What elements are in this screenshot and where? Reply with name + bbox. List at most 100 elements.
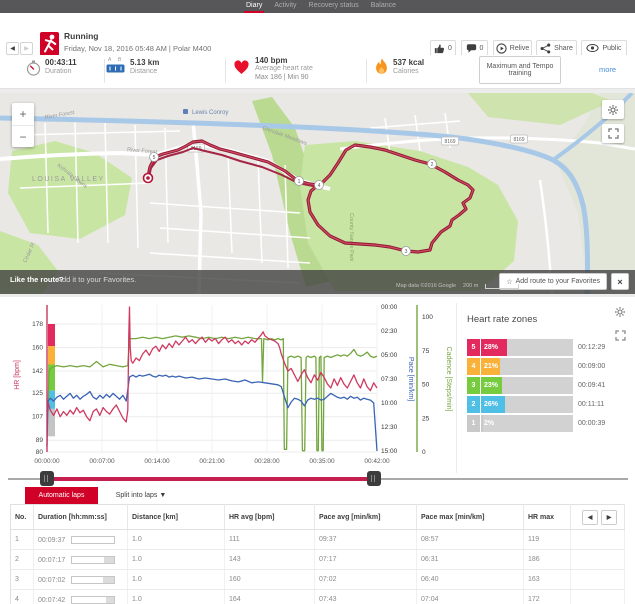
banner-lead-text: Like the route? — [10, 275, 64, 284]
laps-prev-button[interactable]: ◀ — [582, 509, 598, 525]
map-scale-bar — [485, 283, 520, 289]
nav-tabs: Diary Activity Recovery status Balance — [0, 0, 635, 13]
route-markers: 5 1 4 2 3 — [142, 152, 437, 256]
tab-automatic-laps[interactable]: Automatic laps — [25, 487, 98, 504]
lap-row-4[interactable]: 4 00:07:42 1.0 164 07:43 07:04 172 — [10, 589, 625, 604]
like-count: 0 — [448, 44, 452, 52]
share-label: Share — [554, 44, 573, 52]
public-visibility-button[interactable]: Public — [581, 40, 627, 56]
lap-hr-max: 172 — [523, 589, 571, 604]
route-map[interactable]: 8169 8169 8169 River Forest Lewis Conroy Gle… — [0, 93, 635, 294]
zone-bar: 28% — [481, 339, 573, 356]
expand-icon — [614, 329, 626, 341]
zone-bar: 23% — [481, 377, 573, 394]
lap-empty-cell — [570, 589, 625, 604]
nav-tab-activity[interactable]: Activity — [274, 2, 297, 9]
zones-fullscreen-button[interactable] — [612, 328, 628, 342]
lap-row-3[interactable]: 3 00:07:02 1.0 160 07:02 06:40 163 — [10, 569, 625, 590]
lap-distance: 1.0 — [127, 529, 225, 550]
banner-close-button[interactable]: × — [611, 273, 629, 290]
zoom-in-button[interactable]: + — [19, 107, 27, 121]
column-header: HR max — [523, 504, 571, 530]
session-chart[interactable]: 00:00:00 00:07:00 00:14:00 00:21:00 00:28:00… — [0, 297, 460, 467]
route-km-marker-2: 2 — [427, 159, 437, 169]
x-tick-label: 00:14:00 — [144, 458, 170, 465]
thumbs-up-icon — [434, 43, 445, 53]
hr-zone-band — [48, 364, 55, 391]
lap-hr-avg: 111 — [224, 529, 315, 550]
transit-icon — [183, 109, 188, 114]
more-link[interactable]: more — [599, 65, 617, 74]
comment-button[interactable]: 0 — [461, 40, 488, 56]
road-shield: 8169 — [510, 134, 528, 144]
previous-session-button[interactable]: ◀ — [6, 42, 19, 55]
relive-play-icon — [496, 42, 507, 54]
nav-tab-recovery-status[interactable]: Recovery status — [308, 2, 359, 9]
tab-split-into-laps[interactable]: Split into laps ▼ — [98, 487, 184, 504]
zone-bar: 21% — [481, 358, 573, 375]
top-navbar: Diary Activity Recovery status Balance — [0, 0, 635, 13]
hr-zone-band — [48, 408, 55, 437]
lap-empty-cell — [570, 569, 625, 590]
pace-tick-label: 07:30 — [381, 376, 398, 383]
column-header: HR avg [bpm] — [224, 504, 315, 530]
nav-tab-balance[interactable]: Balance — [370, 2, 396, 9]
cadence-tick-label: 75 — [422, 348, 430, 355]
like-button[interactable]: 0 — [430, 40, 456, 56]
column-header: Duration [hh:mm:ss] — [33, 504, 128, 530]
x-tick-label: 00:42:00 — [364, 458, 390, 465]
relive-label: Relive — [509, 44, 530, 52]
training-benefit-button[interactable]: Maximum and Tempo training — [479, 56, 561, 84]
gear-icon — [615, 307, 625, 317]
slider-handle-left[interactable] — [40, 471, 54, 486]
map-settings-button[interactable] — [602, 100, 624, 119]
svg-text:5: 5 — [153, 155, 156, 161]
x-tick-label: 00:21:00 — [199, 458, 225, 465]
hr-axis-title: HR [bpm] — [14, 360, 21, 390]
zone-bar-fill — [481, 396, 505, 413]
hr-zone-row-1: 1 2% 00:00:39 — [467, 415, 627, 432]
lap-duration: 00:09:37 — [33, 529, 128, 550]
slider-handle-right[interactable] — [367, 471, 381, 486]
time-slider-selected-range[interactable] — [47, 477, 374, 481]
share-button[interactable]: Share — [536, 40, 577, 56]
lap-number: 2 — [10, 549, 34, 570]
gear-icon — [608, 104, 618, 115]
zone-number: 5 — [467, 339, 480, 356]
calories-value: 537 kcal — [393, 58, 425, 67]
duration-value: 00:43:11 — [45, 58, 77, 67]
expand-icon — [607, 128, 619, 139]
zoom-out-button[interactable]: − — [12, 125, 34, 147]
laps-section: Automatic laps Split into laps ▼ No. Dura… — [0, 487, 635, 604]
nav-tab-diary[interactable]: Diary — [243, 0, 265, 13]
lap-duration: 00:07:42 — [33, 589, 128, 604]
zones-settings-button[interactable] — [612, 305, 628, 319]
star-icon: ☆ — [506, 278, 513, 286]
svg-text:3: 3 — [405, 249, 408, 255]
relive-button[interactable]: Relive — [493, 40, 532, 56]
series-cadence — [47, 335, 378, 452]
zone-bar-fill — [481, 339, 507, 356]
hr-zone-row-4: 4 21% 00:09:00 — [467, 358, 627, 375]
map-label: Lewis Conroy — [192, 110, 228, 116]
hr-tick-label: 107 — [32, 414, 43, 421]
laps-next-button[interactable]: ▶ — [601, 509, 617, 525]
cadence-axis-title: Cadence [Steps/min] — [445, 347, 452, 412]
x-tick-label: 00:35:00 — [309, 458, 335, 465]
heart-rate-zones-panel: Heart rate zones 5 28% 00:12:29 4 21% 00:09:0… — [457, 297, 635, 487]
series-hr — [47, 306, 378, 423]
lap-row-1[interactable]: 1 00:09:37 1.0 111 09:37 08:57 119 — [10, 529, 625, 550]
map-fullscreen-button[interactable] — [602, 124, 624, 143]
next-session-button[interactable]: ▶ — [20, 42, 33, 55]
map-label: County Nature Park — [348, 213, 354, 262]
add-route-favorites-button[interactable]: ☆ Add route to your Favorites — [499, 273, 607, 290]
lap-hr-avg: 164 — [224, 589, 315, 604]
zone-bar-fill — [481, 415, 483, 432]
lap-hr-max: 163 — [523, 569, 571, 590]
x-tick-label: 00:07:00 — [89, 458, 115, 465]
lap-row-2[interactable]: 2 00:07:17 1.0 143 07:17 06:31 186 — [10, 549, 625, 570]
column-header: Pace avg [min/km] — [314, 504, 417, 530]
pace-tick-label: 00:00 — [381, 304, 398, 311]
hr-zone-band — [48, 324, 55, 347]
zone-percent: 2% — [484, 420, 495, 427]
